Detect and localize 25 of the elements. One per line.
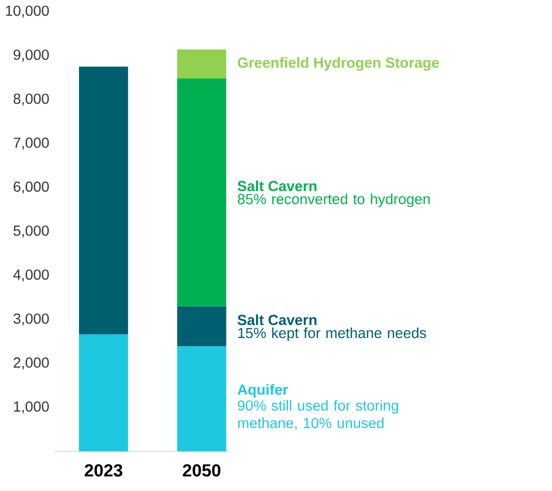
bar [177,49,226,78]
x-tick-label: 2023 [84,464,122,477]
y-tick-label: 4,000 [13,269,49,282]
bar [78,66,128,334]
y-tick-label: 9,000 [14,50,49,62]
bar [78,334,128,452]
series-label: Salt Cavern [238,314,316,326]
y-tick-label: 8,000 [14,93,49,106]
series-label: Greenfield Hydrogen Storage [238,57,439,71]
x-tick-label: 2050 [182,464,220,476]
bar [177,78,226,306]
y-tick-label: 7,000 [14,137,49,150]
text: 85% reconverted to hydrogen [238,193,430,208]
bar [177,346,226,452]
y-tick-label: 2,000 [14,357,49,370]
y-tick-label: 10,000 [6,6,49,18]
series-label: Salt Cavern [238,180,316,192]
text: 15% kept for methane needs [238,327,426,341]
text: 90% still used for storing methane, 10% unused [238,400,398,430]
y-tick-label: 3,000 [14,313,49,326]
bar [177,306,226,346]
series-label: Aquifer [238,384,288,398]
y-tick-label: 1,000 [14,401,49,414]
y-tick-label: 5,000 [14,225,49,238]
y-tick-label: 6,000 [14,181,49,194]
